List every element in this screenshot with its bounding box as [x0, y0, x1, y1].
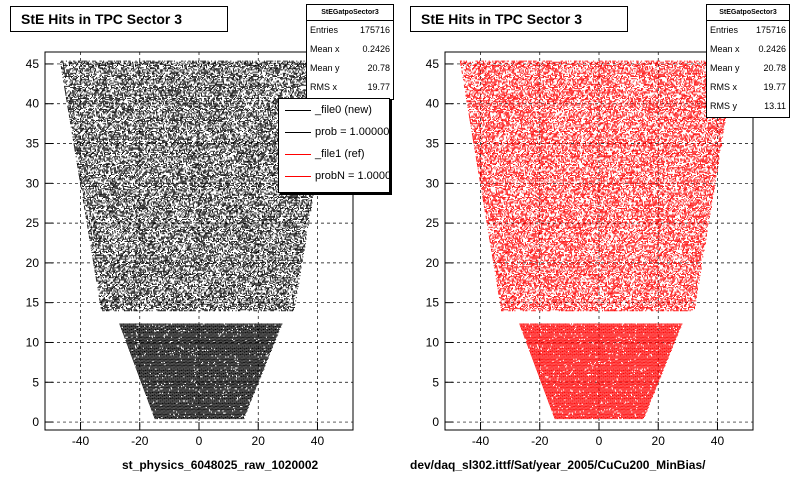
- left-stats-box: StEGatpoSector3 Entries 175716 Mean x 0.24…: [306, 4, 394, 100]
- right-stats-row: RMS x 19.77: [707, 78, 789, 97]
- stats-value: 0.2426: [758, 44, 786, 54]
- left-y-tick-label: 15: [26, 296, 40, 310]
- left-stats-row: Mean x 0.2426: [307, 40, 393, 59]
- stats-value: 19.77: [763, 82, 786, 92]
- right-x-tick-label: -40: [472, 434, 490, 448]
- right-y-tick-label: 45: [426, 57, 440, 71]
- stats-label: Mean y: [310, 63, 340, 73]
- right-y-tick-label: 35: [426, 137, 440, 151]
- right-scatter-points: [459, 60, 736, 420]
- right-chart-title: StE Hits in TPC Sector 3: [421, 11, 583, 27]
- left-stats-row: Entries 175716: [307, 21, 393, 40]
- right-stats-box: StEGatpoSector3 Entries 175716 Mean x 0.24…: [706, 4, 790, 118]
- right-x-tick-label: -20: [531, 434, 549, 448]
- left-stats-row: RMS x 19.77: [307, 78, 393, 97]
- right-stats-name: StEGatpoSector3: [707, 5, 789, 21]
- stats-label: Entries: [310, 25, 339, 35]
- right-stats-row: Entries 175716: [707, 21, 789, 40]
- right-stats-row: RMS y 13.11: [707, 97, 789, 116]
- left-y-tick-label: 40: [26, 97, 40, 111]
- right-y-tick-label: 0: [432, 415, 439, 429]
- left-title-box: StE Hits in TPC Sector 3: [10, 6, 228, 32]
- stats-value: 175716: [359, 25, 390, 35]
- legend-label: _file1 (ref): [315, 148, 365, 160]
- right-y-tick-label: 30: [426, 176, 440, 190]
- right-y-tick-label: 15: [426, 296, 440, 310]
- legend-item: _file0 (new): [279, 99, 389, 121]
- stats-label: Mean x: [310, 44, 340, 54]
- left-stats-row: Mean y 20.78: [307, 59, 393, 78]
- legend-label: prob = 1.000000: [315, 126, 390, 138]
- legend-line-swatch: [285, 176, 311, 177]
- stats-label: RMS x: [310, 82, 337, 92]
- left-x-tick-label: 0: [196, 434, 203, 448]
- right-y-tick-label: 5: [432, 375, 439, 389]
- stats-label: RMS x: [710, 82, 737, 92]
- right-y-tick-label: 20: [426, 256, 440, 270]
- stats-value: 0.2426: [362, 44, 390, 54]
- stats-label: Entries: [710, 25, 739, 35]
- stats-value: 175716: [755, 25, 786, 35]
- left-y-tick-label: 5: [32, 375, 39, 389]
- left-y-tick-label: 25: [26, 216, 40, 230]
- legend-box: _file0 (new) prob = 1.000000 _file1 (ref…: [278, 98, 390, 193]
- right-x-tick-label: 40: [711, 434, 725, 448]
- left-scatter-points: [60, 60, 336, 420]
- right-y-tick-label: 10: [426, 335, 440, 349]
- left-x-caption: st_physics_6048025_raw_1020002: [122, 458, 319, 472]
- stats-label: Mean x: [710, 44, 740, 54]
- right-stats-row: Mean x 0.2426: [707, 40, 789, 59]
- legend-label: _file0 (new): [315, 104, 372, 116]
- right-y-tick-label: 40: [426, 97, 440, 111]
- legend-line-swatch: [285, 154, 311, 155]
- legend-item: prob = 1.000000: [279, 121, 389, 143]
- left-y-tick-label: 45: [26, 57, 40, 71]
- right-x-caption: dev/daq_sl302.ittf/Sat/year_2005/CuCu200…: [410, 458, 706, 472]
- stats-value: 20.78: [763, 63, 786, 73]
- left-x-tick-label: 20: [252, 434, 266, 448]
- left-y-tick-label: 30: [26, 176, 40, 190]
- left-stats-name: StEGatpoSector3: [307, 5, 393, 21]
- stats-value: 19.77: [367, 82, 390, 92]
- right-x-tick-label: 20: [652, 434, 666, 448]
- right-x-tick-label: 0: [596, 434, 603, 448]
- stats-value: 20.78: [367, 63, 390, 73]
- legend-item: probN = 1.000000: [279, 165, 389, 187]
- stats-label: Mean y: [710, 63, 740, 73]
- stats-value: 13.11: [764, 101, 786, 111]
- left-chart-title: StE Hits in TPC Sector 3: [21, 11, 183, 27]
- left-y-tick-label: 35: [26, 137, 40, 151]
- left-x-tick-label: -40: [72, 434, 90, 448]
- right-y-tick-label: 25: [426, 216, 440, 230]
- legend-label: probN = 1.000000: [315, 170, 390, 182]
- left-y-tick-label: 0: [32, 415, 39, 429]
- left-y-tick-label: 10: [26, 335, 40, 349]
- right-stats-row: Mean y 20.78: [707, 59, 789, 78]
- right-title-box: StE Hits in TPC Sector 3: [410, 6, 628, 32]
- left-x-tick-label: -20: [131, 434, 149, 448]
- left-y-tick-label: 20: [26, 256, 40, 270]
- legend-item: _file1 (ref): [279, 143, 389, 165]
- stats-label: RMS y: [710, 101, 737, 111]
- legend-line-swatch: [285, 110, 311, 111]
- legend-line-swatch: [285, 132, 311, 133]
- left-x-tick-label: 40: [311, 434, 325, 448]
